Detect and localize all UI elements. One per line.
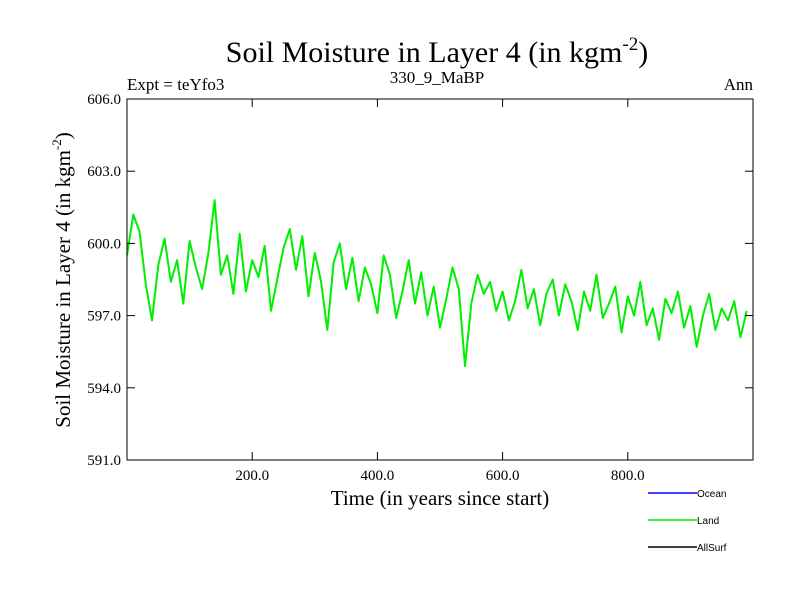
- expt-label: Expt = teYfo3: [127, 75, 224, 94]
- legend-label: Land: [697, 516, 719, 527]
- plot-frame: [126, 98, 754, 461]
- legend: Ocean Land AllSurf: [648, 489, 727, 554]
- season-label: Ann: [724, 75, 754, 94]
- y-tick-label: 606.0: [87, 92, 121, 108]
- y-tick-label: 594.0: [87, 381, 121, 397]
- legend-label: Ocean: [697, 489, 726, 500]
- x-tick-label: 800.0: [611, 468, 645, 484]
- plot-area: [126, 199, 748, 368]
- legend-label: AllSurf: [697, 543, 727, 554]
- x-axis-label: Time (in years since start): [331, 486, 550, 510]
- axis-ticks: 200.0 400.0 600.0 800.0 591.0 594.0 597.0 600.0…: [87, 92, 753, 484]
- x-tick-label: 200.0: [235, 468, 269, 484]
- y-tick-label: 603.0: [87, 164, 121, 180]
- y-tick-label: 597.0: [87, 309, 121, 325]
- x-tick-label: 600.0: [486, 468, 520, 484]
- series-line-land: [126, 199, 748, 368]
- y-axis-label: Soil Moisture in Layer 4 (in kgm-2): [49, 132, 75, 427]
- run-label: 330_9_MaBP: [390, 68, 484, 87]
- legend-item-allsurf: AllSurf: [648, 543, 727, 554]
- legend-item-ocean: Ocean: [648, 489, 726, 500]
- y-tick-label: 600.0: [87, 236, 121, 252]
- x-tick-label: 400.0: [361, 468, 395, 484]
- chart-title: Soil Moisture in Layer 4 (in kgm-2): [226, 34, 648, 69]
- legend-item-land: Land: [648, 516, 719, 527]
- y-tick-label: 591.0: [87, 453, 121, 469]
